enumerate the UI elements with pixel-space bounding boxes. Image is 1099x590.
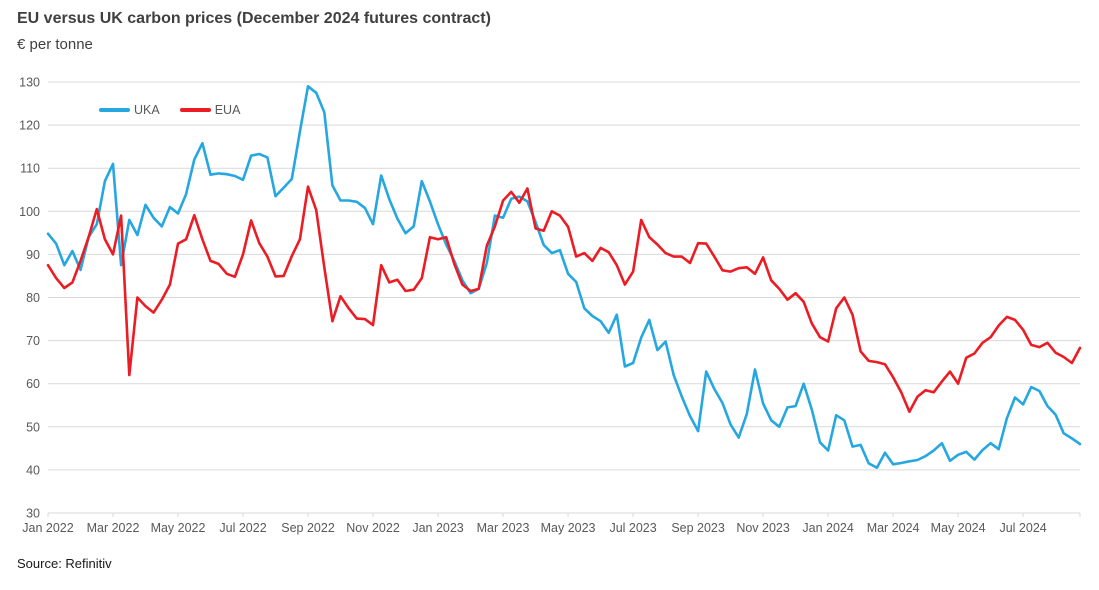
chart-legend: UKA EUA <box>99 102 240 118</box>
y-tick-label-120: 120 <box>19 119 40 133</box>
x-tick-label-Nov 2022: Nov 2022 <box>346 521 400 535</box>
x-tick-label-May 2024: May 2024 <box>931 521 986 535</box>
eua-line <box>46 185 1082 414</box>
x-tick-label-Mar 2023: Mar 2023 <box>477 521 530 535</box>
x-tick-label-Mar 2022: Mar 2022 <box>87 521 140 535</box>
x-tick-label-Jul 2022: Jul 2022 <box>219 521 266 535</box>
x-tick-label-Sep 2022: Sep 2022 <box>281 521 335 535</box>
x-tick-label-May 2022: May 2022 <box>151 521 206 535</box>
x-tick-label-Jan 2022: Jan 2022 <box>22 521 73 535</box>
x-tick-label-Mar 2024: Mar 2024 <box>867 521 920 535</box>
source-note: Source: Refinitiv <box>17 556 112 571</box>
x-tick-label-May 2023: May 2023 <box>541 521 596 535</box>
x-tick-label-Jul 2024: Jul 2024 <box>999 521 1046 535</box>
x-tick-label-Nov 2023: Nov 2023 <box>736 521 790 535</box>
y-tick-label-40: 40 <box>26 463 40 477</box>
eua-line-swatch <box>179 108 211 112</box>
legend-item-uka: UKA <box>99 102 160 118</box>
y-tick-label-90: 90 <box>26 248 40 262</box>
uka-line <box>46 85 1082 470</box>
chart-subtitle: € per tonne <box>17 36 93 53</box>
x-tick-label-Jan 2024: Jan 2024 <box>802 521 853 535</box>
chart-title: EU versus UK carbon prices (December 202… <box>17 10 491 27</box>
x-tick-label-Jul 2023: Jul 2023 <box>609 521 656 535</box>
legend-label-uka: UKA <box>134 103 160 117</box>
legend-item-eua: EUA <box>179 102 241 118</box>
x-tick-label-Sep 2023: Sep 2023 <box>671 521 725 535</box>
y-tick-label-50: 50 <box>26 420 40 434</box>
y-tick-label-110: 110 <box>20 162 40 176</box>
uka-line-swatch <box>99 108 130 112</box>
y-tick-label-60: 60 <box>26 377 40 391</box>
y-tick-label-130: 130 <box>19 76 40 90</box>
legend-label-eua: EUA <box>214 103 241 117</box>
carbon-price-line-chart: 30 40 50 60 70 80 90 100 110 120 130 Jan 2022 Mar 20… <box>19 76 1082 535</box>
y-tick-label-30: 30 <box>26 507 40 521</box>
y-tick-label-100: 100 <box>19 205 40 219</box>
x-tick-label-Jan 2023: Jan 2023 <box>412 521 463 535</box>
y-tick-label-80: 80 <box>26 291 40 305</box>
y-tick-label-70: 70 <box>26 334 40 348</box>
